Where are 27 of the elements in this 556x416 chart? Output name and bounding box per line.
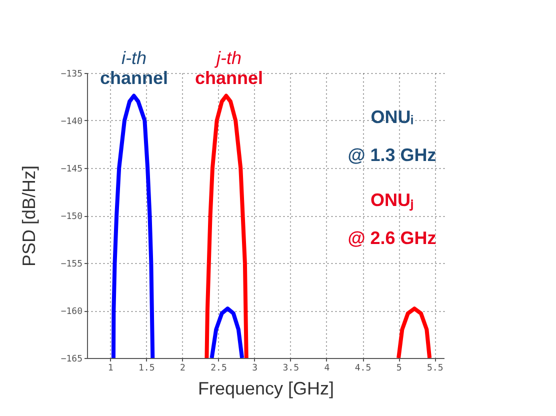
x-axis-title: Frequency [GHz]: [198, 378, 334, 398]
text: i-th: [121, 48, 147, 68]
x-tick-label: 5: [396, 364, 402, 374]
annotation: ONUᵢ: [370, 107, 414, 127]
y-tick-label: −145: [60, 164, 82, 174]
x-tick-label: 1: [108, 364, 114, 374]
y-tick-label: −155: [60, 260, 82, 270]
annotation: ONUⱼ: [370, 190, 414, 211]
annotation: @ 2.6 GHz: [348, 228, 436, 248]
x-tick-label: 3.5: [282, 364, 300, 374]
y-tick-label: −140: [60, 117, 82, 127]
annotation: channel: [100, 68, 168, 88]
y-tick-label: −150: [60, 212, 82, 222]
x-tick-label: 2: [180, 364, 186, 374]
y-tick-label: −160: [60, 307, 82, 317]
y-tick-label: −135: [60, 70, 82, 80]
text: j-th: [213, 48, 242, 68]
x-tick-label: 3: [252, 364, 258, 374]
annotation: @ 1.3 GHz: [348, 145, 436, 165]
y-axis-title: PSD [dB/Hz]: [18, 165, 39, 267]
x-tick-label: 4.5: [354, 364, 372, 374]
x-tick-label: 5.5: [426, 364, 444, 374]
y-tick-label: −165: [60, 354, 82, 364]
x-tick-label: 1.5: [138, 364, 155, 374]
x-tick-label: 4: [324, 364, 330, 374]
x-tick-label: 2.5: [210, 364, 227, 374]
annotation: channel: [194, 68, 264, 88]
